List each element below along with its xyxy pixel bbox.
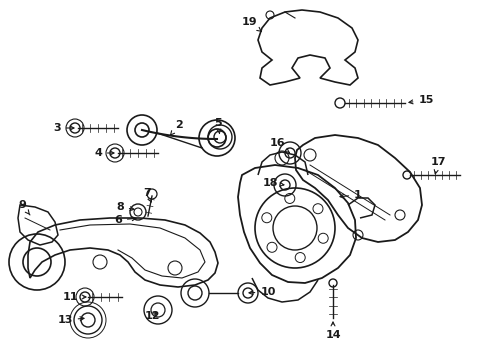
Text: 5: 5 [214,118,222,134]
Text: 10: 10 [249,287,276,297]
Text: 7: 7 [143,188,151,202]
Text: 14: 14 [325,322,341,340]
Text: 8: 8 [116,202,134,212]
Text: 4: 4 [94,148,114,158]
Text: 1: 1 [340,190,362,200]
Text: 19: 19 [241,17,262,32]
Text: 12: 12 [144,311,160,321]
Text: 16: 16 [269,138,290,153]
Text: 9: 9 [18,200,30,215]
Text: 17: 17 [430,157,446,174]
Text: 15: 15 [409,95,434,105]
Text: 6: 6 [114,215,136,225]
Text: 3: 3 [53,123,74,133]
Text: 13: 13 [57,315,84,325]
Text: 11: 11 [62,292,86,302]
Text: 18: 18 [262,178,284,188]
Text: 2: 2 [171,120,183,135]
